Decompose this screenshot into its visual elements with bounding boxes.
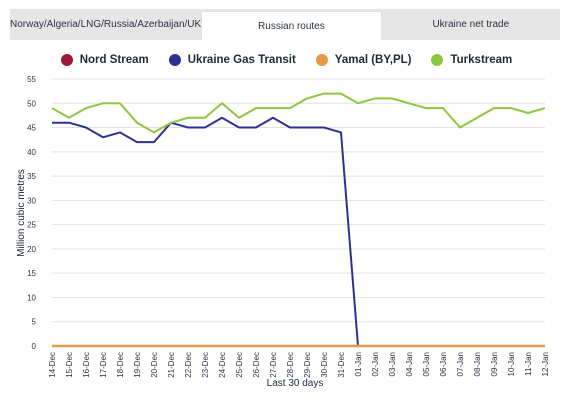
x-tick-label: 29-Dec <box>303 352 312 378</box>
series-line-turkstream <box>51 92 546 134</box>
legend-label-yamal: Yamal (BY,PL) <box>334 54 412 66</box>
y-tick-label: 5 <box>32 318 37 327</box>
tab-russian-routes[interactable]: Russian routes <box>201 11 382 40</box>
x-tick-label: 05-Jan <box>422 352 431 376</box>
x-tick-label: 06-Jan <box>439 352 448 376</box>
x-tick-label: 23-Dec <box>201 352 210 378</box>
x-tick-label: 09-Jan <box>490 352 499 376</box>
y-tick-label: 0 <box>32 342 37 351</box>
y-tick-label: 15 <box>27 269 36 278</box>
y-tick-label: 10 <box>27 293 36 302</box>
tab-ukraine-net-trade[interactable]: Ukraine net trade <box>432 19 510 30</box>
x-tick-label: 01-Jan <box>354 352 363 376</box>
x-tick-label: 22-Dec <box>184 352 193 378</box>
x-tick-label: 21-Dec <box>167 352 176 378</box>
y-tick-label: 40 <box>27 148 36 157</box>
tab-bar: Norway/Algeria/LNG/Russia/Azerbaijan/UK … <box>10 9 560 40</box>
legend-marker-nord-stream <box>60 54 73 66</box>
legend-item-ukraine-gas-transit[interactable]: Ukraine Gas Transit <box>168 54 296 66</box>
legend-item-yamal[interactable]: Yamal (BY,PL) <box>315 54 412 66</box>
y-tick-label: 25 <box>27 221 36 230</box>
x-tick-label: 12-Jan <box>541 352 550 376</box>
x-tick-label: 14-Dec <box>48 352 57 378</box>
x-tick-label: 26-Dec <box>252 352 261 378</box>
x-tick-label: 28-Dec <box>286 352 295 378</box>
x-tick-label: 04-Jan <box>405 352 414 376</box>
x-tick-label: 11-Jan <box>524 352 533 376</box>
y-tick-label: 20 <box>27 245 36 254</box>
y-tick-label: 35 <box>27 172 36 181</box>
legend-item-nord-stream[interactable]: Nord Stream <box>60 54 149 66</box>
x-axis-title: Last 30 days <box>267 378 324 389</box>
y-tick-label: 55 <box>27 75 36 84</box>
y-axis-ticks: 0 5 10 15 20 25 30 35 40 45 50 55 <box>27 75 36 351</box>
y-axis-title: Million cubic metres <box>16 169 27 257</box>
x-tick-label: 25-Dec <box>235 352 244 378</box>
tab-norway-algeria-lng[interactable]: Norway/Algeria/LNG/Russia/Azerbaijan/UK <box>10 19 202 30</box>
x-tick-label: 27-Dec <box>269 352 278 378</box>
legend-marker-ukraine-gas-transit <box>168 54 181 66</box>
legend-label-turkstream: Turkstream <box>450 54 513 66</box>
x-tick-label: 07-Jan <box>456 352 465 376</box>
y-tick-label: 50 <box>27 99 36 108</box>
x-tick-label: 03-Jan <box>388 352 397 376</box>
x-axis-ticks: 14-Dec 15-Dec 16-Dec 17-Dec 18-Dec 19-Dec 20-D… <box>48 352 550 378</box>
legend-label-nord-stream: Nord Stream <box>79 54 149 66</box>
legend-marker-turkstream <box>431 54 444 66</box>
x-tick-label: 15-Dec <box>65 352 74 378</box>
x-tick-label: 16-Dec <box>82 352 91 378</box>
y-tick-label: 45 <box>27 124 36 133</box>
x-tick-label: 08-Jan <box>473 352 482 376</box>
x-tick-label: 02-Jan <box>371 352 380 376</box>
legend-label-ukraine-gas-transit: Ukraine Gas Transit <box>187 54 296 66</box>
x-tick-label: 24-Dec <box>218 352 227 378</box>
x-tick-label: 30-Dec <box>320 352 329 378</box>
x-tick-label: 20-Dec <box>150 352 159 378</box>
gridlines <box>52 78 545 347</box>
y-tick-label: 30 <box>27 196 36 205</box>
x-tick-label: 17-Dec <box>99 352 108 378</box>
chart-legend: Nord Stream Ukraine Gas Transit Yamal (B… <box>0 54 573 66</box>
legend-marker-yamal <box>315 54 328 66</box>
series-lines <box>51 92 546 348</box>
x-tick-label: 10-Jan <box>507 352 516 376</box>
x-tick-label: 31-Dec <box>337 352 346 378</box>
x-tick-label: 18-Dec <box>116 352 125 378</box>
x-tick-label: 19-Dec <box>133 352 142 378</box>
legend-item-turkstream[interactable]: Turkstream <box>431 54 512 66</box>
